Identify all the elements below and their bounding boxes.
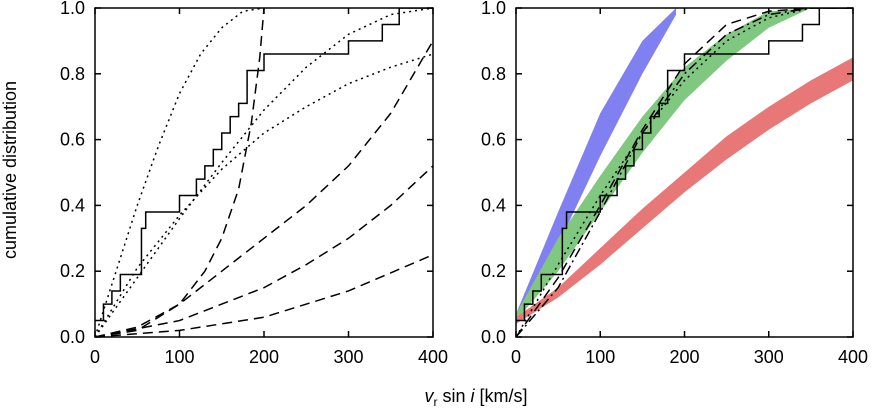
y-tick-label: 0.6 xyxy=(481,130,506,150)
x-tick-label: 200 xyxy=(249,347,279,367)
series-line-dashed-7 xyxy=(95,254,433,337)
x-axis-title-v: v xyxy=(424,386,434,406)
plot-area xyxy=(516,8,853,337)
y-tick-label: 0.0 xyxy=(481,327,506,347)
plot-area xyxy=(95,8,433,337)
confidence-band-1 xyxy=(516,8,811,321)
y-tick-label: 0.8 xyxy=(60,64,85,84)
left-panel: 0 100 200 300 400 0.0 0.2 0.4 0.6 0.8 1.0 xyxy=(60,0,448,367)
x-axis-title-i: i xyxy=(471,386,476,406)
y-tick-label: 0.6 xyxy=(60,130,85,150)
series-line-dotted-2 xyxy=(95,8,433,337)
x-axis-title-mid: sin xyxy=(437,386,470,406)
x-axis-title-sub: r xyxy=(433,395,437,409)
y-tick-label: 0.0 xyxy=(60,327,85,347)
x-axis-title-unit: [km/s] xyxy=(475,386,528,406)
y-tick-label: 1.0 xyxy=(60,0,85,18)
y-tick-label: 0.2 xyxy=(481,261,506,281)
series-line-step-0 xyxy=(95,8,433,322)
y-tick-label: 0.4 xyxy=(60,195,85,215)
x-axis-title: vr sin i [km/s] xyxy=(424,386,527,409)
y-tick-label: 0.8 xyxy=(481,64,506,84)
y-tick-label: 0.4 xyxy=(481,195,506,215)
series-line-step-0 xyxy=(516,8,853,322)
series-line-dashed-5 xyxy=(95,40,433,337)
right-panel: 0 100 200 300 400 0.0 0.2 0.4 0.6 0.8 1.0 xyxy=(481,0,868,367)
x-tick-label: 300 xyxy=(333,347,363,367)
confidence-band-2 xyxy=(516,57,853,324)
x-tick-label: 400 xyxy=(418,347,448,367)
y-axis-title: cumulative distribution xyxy=(0,81,20,259)
x-tick-label: 300 xyxy=(754,347,784,367)
x-tick-label: 400 xyxy=(838,347,868,367)
y-tick-label: 0.2 xyxy=(60,261,85,281)
x-tick-label: 100 xyxy=(585,347,615,367)
x-tick-label: 0 xyxy=(90,347,100,367)
series-line-dashed-1 xyxy=(516,8,853,337)
series-line-dotted-3 xyxy=(516,8,853,337)
series-line-dotted-1 xyxy=(95,8,265,337)
series-line-dashed-6 xyxy=(95,165,433,337)
x-tick-label: 200 xyxy=(669,347,699,367)
series-line-dotted-3 xyxy=(95,53,433,337)
x-tick-label: 0 xyxy=(511,347,521,367)
series-line-dashdot-2 xyxy=(516,8,853,337)
x-tick-label: 100 xyxy=(164,347,194,367)
y-tick-label: 1.0 xyxy=(481,0,506,18)
